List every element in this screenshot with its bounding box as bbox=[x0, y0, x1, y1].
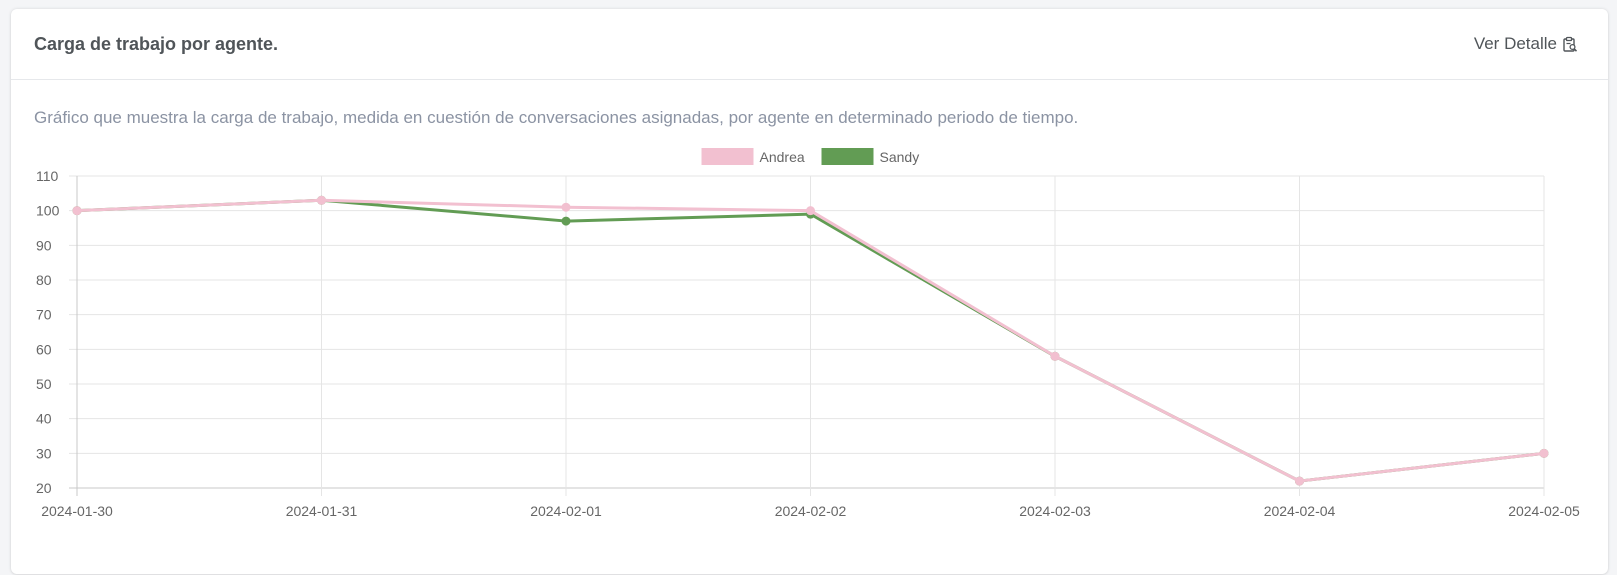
legend-label-andrea: Andrea bbox=[760, 149, 805, 165]
x-tick-label: 2024-02-02 bbox=[775, 503, 847, 519]
y-tick-label: 50 bbox=[36, 376, 52, 392]
y-tick-label: 90 bbox=[36, 237, 52, 253]
x-tick-label: 2024-01-30 bbox=[41, 503, 113, 519]
y-tick-label: 20 bbox=[36, 480, 52, 496]
workload-card: Carga de trabajo por agente. Ver Detalle… bbox=[11, 9, 1608, 574]
data-point-andrea bbox=[806, 206, 815, 216]
y-tick-label: 30 bbox=[36, 445, 52, 461]
data-point-andrea bbox=[1050, 351, 1060, 361]
view-detail-link[interactable]: Ver Detalle bbox=[1474, 34, 1578, 54]
chart-description: Gráfico que muestra la carga de trabajo,… bbox=[34, 108, 1079, 127]
y-tick-label: 100 bbox=[36, 203, 60, 219]
y-tick-label: 70 bbox=[36, 307, 52, 323]
card-header: Carga de trabajo por agente. Ver Detalle bbox=[11, 9, 1608, 80]
data-point-sandy bbox=[561, 216, 571, 226]
y-tick-label: 110 bbox=[36, 168, 59, 184]
data-point-andrea bbox=[1295, 476, 1304, 486]
data-point-andrea bbox=[561, 202, 571, 212]
data-point-andrea bbox=[72, 206, 82, 216]
data-point-andrea bbox=[317, 195, 326, 205]
legend-label-sandy: Sandy bbox=[880, 149, 920, 165]
y-tick-label: 60 bbox=[36, 341, 52, 357]
y-tick-label: 80 bbox=[36, 272, 52, 288]
x-tick-label: 2024-02-03 bbox=[1019, 503, 1091, 519]
clipboard-search-icon bbox=[1563, 36, 1578, 52]
y-tick-label: 40 bbox=[36, 411, 52, 427]
x-tick-label: 2024-02-01 bbox=[530, 503, 602, 519]
data-point-andrea bbox=[1539, 448, 1549, 458]
legend-swatch-sandy bbox=[821, 148, 874, 165]
card-title: Carga de trabajo por agente. bbox=[34, 34, 279, 54]
x-tick-label: 2024-02-05 bbox=[1508, 503, 1580, 519]
x-tick-label: 2024-02-04 bbox=[1264, 503, 1336, 519]
view-detail-label: Ver Detalle bbox=[1473, 34, 1557, 53]
x-tick-label: 2024-01-31 bbox=[286, 503, 358, 519]
legend-swatch-andrea bbox=[701, 148, 754, 165]
